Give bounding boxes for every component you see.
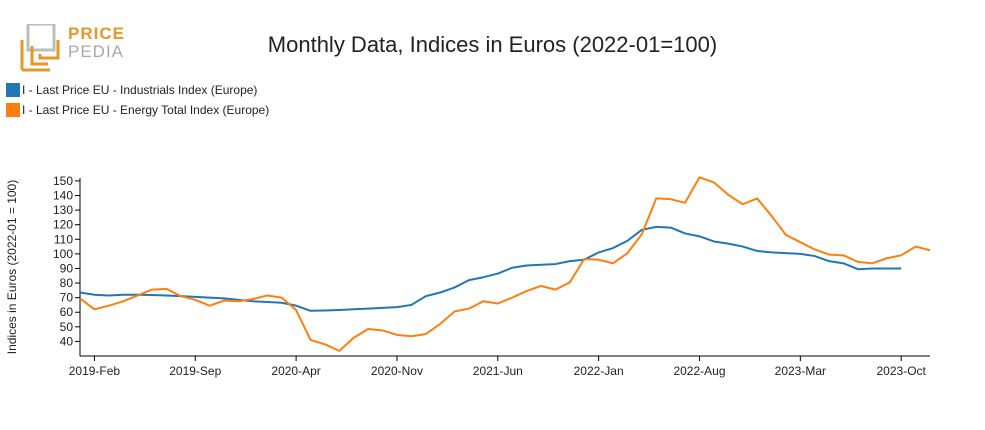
y-tick-label: 120 [53, 218, 73, 232]
legend-swatch-energy [6, 103, 20, 117]
y-tick-label: 140 [53, 189, 73, 203]
series-line-energy [79, 176, 931, 352]
y-tick-label: 150 [53, 174, 73, 188]
x-tick-label: 2020-Apr [271, 364, 320, 378]
x-tick-label: 2019-Feb [69, 364, 121, 378]
x-tick-label: 2021-Jun [473, 364, 523, 378]
chart-title: Monthly Data, Indices in Euros (2022-01=… [267, 32, 718, 57]
logo-text-pedia: PEDIA [68, 42, 125, 61]
series-line-industrials [79, 225, 902, 312]
x-tick-label: 2020-Nov [371, 364, 423, 378]
legend-label-industrials: I - Last Price EU - Industrials Index (E… [22, 83, 258, 97]
legend-label-energy: I - Last Price EU - Energy Total Index (… [22, 103, 270, 117]
y-tick-label: 50 [60, 320, 74, 334]
x-tick-label: 2019-Sep [169, 364, 221, 378]
legend-item-energy[interactable]: I - Last Price EU - Energy Total Index (… [6, 100, 269, 120]
legend-swatch-industrials [6, 83, 20, 97]
x-tick-label: 2023-Mar [775, 364, 826, 378]
y-tick-label: 40 [60, 334, 74, 348]
y-tick-label: 100 [53, 247, 73, 261]
x-tick-label: 2023-Oct [877, 364, 927, 378]
y-tick-label: 110 [54, 232, 73, 246]
logo-text-price: PRICE [68, 24, 125, 43]
y-tick-label: 70 [60, 291, 74, 305]
x-tick-label: 2022-Jan [574, 364, 624, 378]
x-tick-label: 2022-Aug [673, 364, 725, 378]
y-tick-label: 90 [60, 261, 74, 275]
chart-legend: I - Last Price EU - Industrials Index (E… [6, 80, 269, 120]
y-tick-label: 80 [60, 276, 74, 290]
legend-item-industrials[interactable]: I - Last Price EU - Industrials Index (E… [6, 80, 269, 100]
logo-mark-icon [20, 22, 60, 72]
y-tick-label: 130 [53, 203, 73, 217]
y-axis-label: Indices in Euros (2022-01 = 100) [5, 180, 19, 354]
y-tick-label: 60 [60, 305, 74, 319]
pricepedia-logo: PRICE PEDIA [20, 22, 130, 72]
